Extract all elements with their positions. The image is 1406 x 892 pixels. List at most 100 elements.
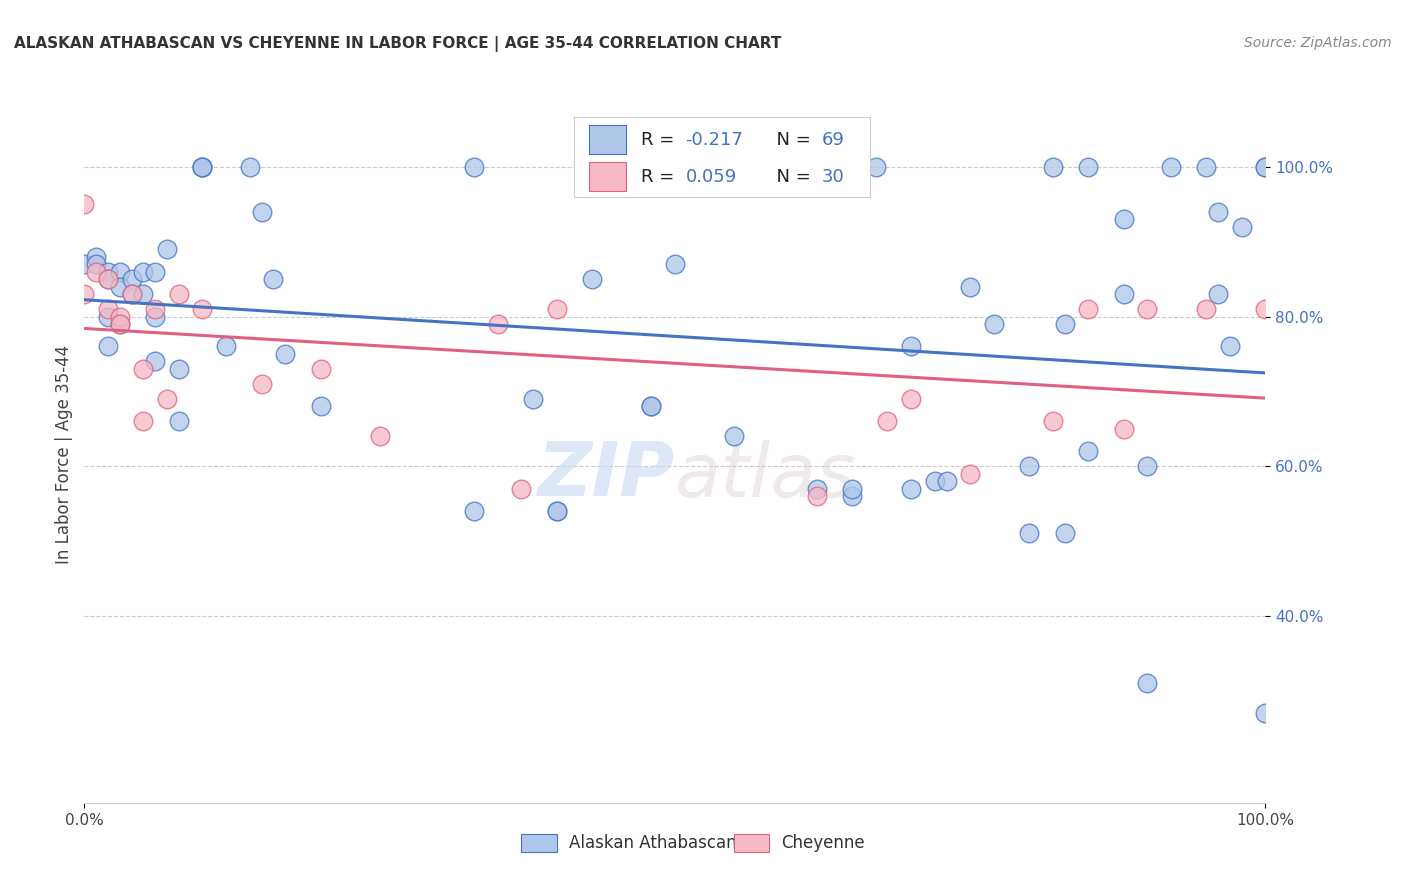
Point bbox=[191, 160, 214, 174]
Point bbox=[84, 257, 107, 271]
Point bbox=[546, 504, 568, 518]
Point bbox=[1077, 160, 1099, 174]
Point bbox=[156, 242, 179, 256]
FancyBboxPatch shape bbox=[522, 834, 557, 852]
Point bbox=[1112, 287, 1135, 301]
Point bbox=[546, 301, 568, 316]
Point bbox=[841, 489, 863, 503]
Point bbox=[239, 160, 262, 174]
Point bbox=[132, 362, 155, 376]
Point bbox=[167, 287, 190, 301]
Point bbox=[132, 265, 155, 279]
Point bbox=[156, 392, 179, 406]
Point bbox=[108, 265, 131, 279]
Point bbox=[1042, 414, 1064, 428]
Point bbox=[1230, 219, 1253, 234]
Point bbox=[1254, 706, 1277, 720]
Point bbox=[1112, 212, 1135, 227]
FancyBboxPatch shape bbox=[589, 162, 627, 191]
Point bbox=[97, 310, 120, 324]
Point bbox=[1206, 204, 1229, 219]
Point bbox=[1254, 301, 1277, 316]
Text: N =: N = bbox=[765, 168, 815, 186]
Point bbox=[900, 339, 922, 353]
Point bbox=[143, 310, 166, 324]
Point bbox=[935, 474, 957, 488]
Text: -0.217: -0.217 bbox=[686, 131, 744, 149]
Point bbox=[640, 399, 662, 413]
Point bbox=[250, 204, 273, 219]
Point bbox=[73, 257, 96, 271]
Point bbox=[262, 272, 284, 286]
Point bbox=[108, 317, 131, 331]
Point bbox=[132, 414, 155, 428]
Point bbox=[1018, 459, 1040, 474]
Text: atlas: atlas bbox=[675, 440, 856, 512]
Text: 30: 30 bbox=[821, 168, 844, 186]
Text: Cheyenne: Cheyenne bbox=[782, 834, 865, 852]
Point bbox=[1160, 160, 1182, 174]
Point bbox=[1053, 317, 1076, 331]
Point bbox=[143, 301, 166, 316]
Point bbox=[191, 301, 214, 316]
Point bbox=[1206, 287, 1229, 301]
Point bbox=[924, 474, 946, 488]
Point bbox=[84, 265, 107, 279]
Point bbox=[841, 482, 863, 496]
Point bbox=[581, 272, 603, 286]
Point bbox=[1018, 526, 1040, 541]
Point bbox=[1219, 339, 1241, 353]
Point bbox=[640, 399, 662, 413]
Text: 69: 69 bbox=[821, 131, 844, 149]
Point bbox=[1136, 676, 1159, 690]
Point bbox=[1254, 160, 1277, 174]
Point bbox=[108, 310, 131, 324]
Text: ZIP: ZIP bbox=[537, 439, 675, 512]
Point bbox=[84, 250, 107, 264]
Text: Alaskan Athabascans: Alaskan Athabascans bbox=[568, 834, 745, 852]
Point bbox=[250, 376, 273, 391]
Point bbox=[900, 482, 922, 496]
Point bbox=[121, 272, 143, 286]
Point bbox=[959, 467, 981, 481]
Point bbox=[167, 362, 190, 376]
Point bbox=[97, 272, 120, 286]
Point bbox=[1077, 444, 1099, 458]
Point bbox=[983, 317, 1005, 331]
Point bbox=[108, 279, 131, 293]
Point bbox=[1195, 160, 1218, 174]
Text: N =: N = bbox=[765, 131, 815, 149]
Point bbox=[97, 339, 120, 353]
Point bbox=[191, 160, 214, 174]
Point bbox=[865, 160, 887, 174]
FancyBboxPatch shape bbox=[575, 118, 870, 197]
Point bbox=[806, 482, 828, 496]
Point bbox=[274, 347, 297, 361]
Point bbox=[1136, 301, 1159, 316]
Point bbox=[121, 287, 143, 301]
Point bbox=[215, 339, 238, 353]
Point bbox=[309, 399, 332, 413]
Point bbox=[108, 317, 131, 331]
Point bbox=[97, 272, 120, 286]
Point bbox=[664, 257, 686, 271]
FancyBboxPatch shape bbox=[734, 834, 769, 852]
Point bbox=[1136, 459, 1159, 474]
FancyBboxPatch shape bbox=[589, 125, 627, 154]
Point bbox=[132, 287, 155, 301]
Point bbox=[876, 414, 898, 428]
Point bbox=[309, 362, 332, 376]
Point bbox=[1195, 301, 1218, 316]
Point bbox=[143, 265, 166, 279]
Text: R =: R = bbox=[641, 168, 679, 186]
Point bbox=[121, 287, 143, 301]
Point bbox=[959, 279, 981, 293]
Point bbox=[486, 317, 509, 331]
Point bbox=[1042, 160, 1064, 174]
Point bbox=[806, 489, 828, 503]
Point bbox=[191, 160, 214, 174]
Point bbox=[167, 414, 190, 428]
Point bbox=[723, 429, 745, 443]
Text: ALASKAN ATHABASCAN VS CHEYENNE IN LABOR FORCE | AGE 35-44 CORRELATION CHART: ALASKAN ATHABASCAN VS CHEYENNE IN LABOR … bbox=[14, 36, 782, 52]
Point bbox=[1254, 160, 1277, 174]
